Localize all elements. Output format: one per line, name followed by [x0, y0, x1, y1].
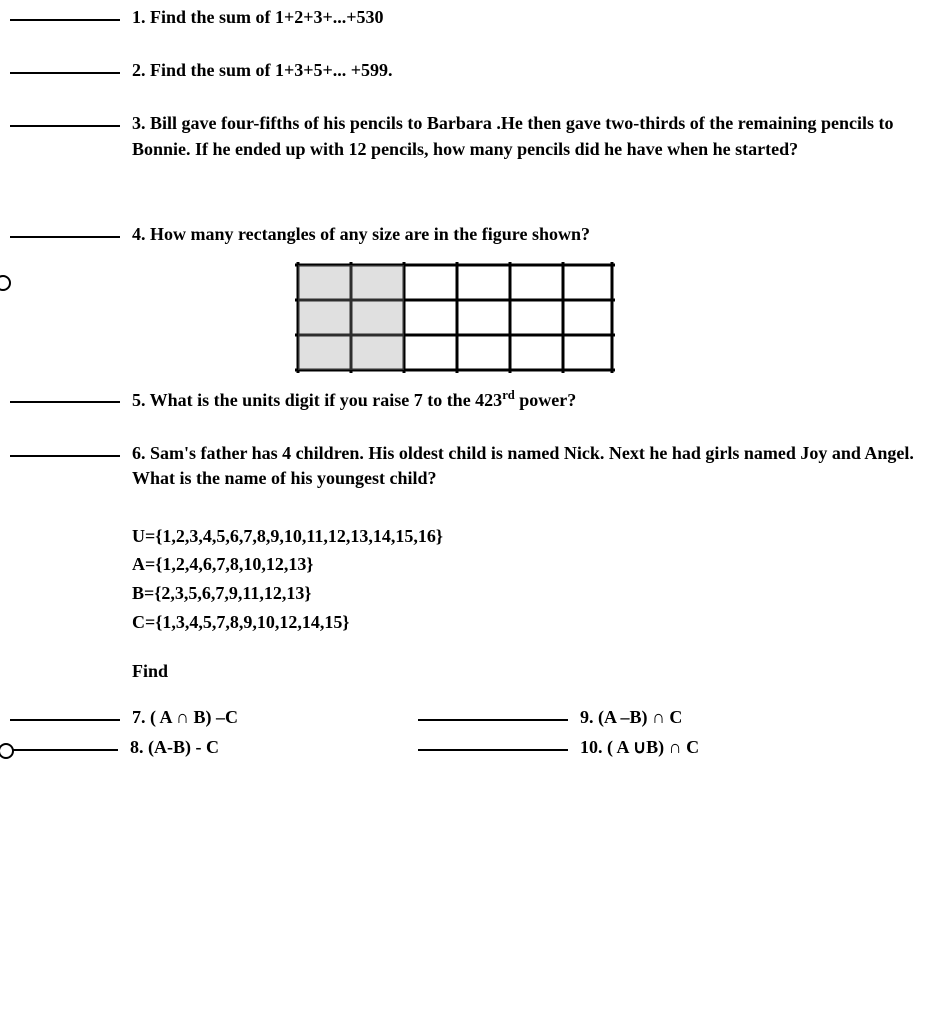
- sets-definition-block: U={1,2,3,4,5,6,7,8,9,10,11,12,13,14,15,1…: [132, 522, 915, 686]
- question-7-text: 7. ( A ∩ B) –C: [132, 705, 238, 730]
- answer-blank-3[interactable]: [10, 125, 120, 127]
- answer-blank-2[interactable]: [10, 72, 120, 74]
- question-6-row: 6. Sam's father has 4 children. His olde…: [10, 441, 915, 491]
- answer-blank-4[interactable]: [10, 236, 120, 238]
- q5-suffix: power?: [515, 390, 577, 410]
- question-8-row: 8. (A-B) - C: [10, 735, 238, 760]
- answer-blank-6[interactable]: [10, 455, 120, 457]
- question-7-row: 7. ( A ∩ B) –C: [10, 705, 238, 730]
- set-B: B={2,3,5,6,7,9,11,12,13}: [132, 579, 915, 608]
- answer-blank-5[interactable]: [10, 401, 120, 403]
- question-8-text: 8. (A-B) - C: [130, 735, 238, 760]
- question-6-text: 6. Sam's father has 4 children. His olde…: [132, 441, 915, 491]
- answer-blank-8[interactable]: [8, 749, 118, 751]
- q5-superscript: rd: [502, 388, 515, 402]
- question-5-text: 5. What is the units digit if you raise …: [132, 387, 915, 413]
- rectangle-grid-figure: [290, 257, 915, 377]
- question-4-row: 4. How many rectangles of any size are i…: [10, 222, 915, 247]
- question-9-row: 9. (A –B) ∩ C: [418, 705, 699, 730]
- answer-blank-10[interactable]: [418, 749, 568, 751]
- question-4-text: 4. How many rectangles of any size are i…: [132, 222, 915, 247]
- punch-hole-icon-2: [0, 743, 14, 759]
- answer-blank-1[interactable]: [10, 19, 120, 21]
- answer-blank-9[interactable]: [418, 719, 568, 721]
- question-10-row: 10. ( A ∪B) ∩ C: [418, 735, 699, 760]
- question-3-row: 3. Bill gave four-fifths of his pencils …: [10, 111, 915, 161]
- question-2-text: 2. Find the sum of 1+3+5+... +599.: [132, 58, 915, 83]
- question-2-row: 2. Find the sum of 1+3+5+... +599.: [10, 58, 915, 83]
- question-1-row: 1. Find the sum of 1+2+3+...+530: [10, 5, 915, 30]
- answer-blank-7[interactable]: [10, 719, 120, 721]
- bottom-questions-row: 7. ( A ∩ B) –C 8. (A-B) - C 9. (A –B) ∩ …: [10, 705, 915, 763]
- question-1-text: 1. Find the sum of 1+2+3+...+530: [132, 5, 915, 30]
- bottom-right-column: 9. (A –B) ∩ C 10. ( A ∪B) ∩ C: [418, 705, 699, 763]
- set-U: U={1,2,3,4,5,6,7,8,9,10,11,12,13,14,15,1…: [132, 522, 915, 551]
- set-C: C={1,3,4,5,7,8,9,10,12,14,15}: [132, 608, 915, 637]
- grid-svg: [290, 257, 620, 377]
- question-9-text: 9. (A –B) ∩ C: [580, 705, 699, 730]
- find-label: Find: [132, 657, 915, 686]
- punch-hole-icon: [0, 275, 11, 291]
- question-5-row: 5. What is the units digit if you raise …: [10, 387, 915, 413]
- bottom-left-column: 7. ( A ∩ B) –C 8. (A-B) - C: [10, 705, 238, 763]
- q5-main: 5. What is the units digit if you raise …: [132, 390, 502, 410]
- question-10-text: 10. ( A ∪B) ∩ C: [580, 735, 699, 760]
- question-3-text: 3. Bill gave four-fifths of his pencils …: [132, 111, 915, 161]
- set-A: A={1,2,4,6,7,8,10,12,13}: [132, 550, 915, 579]
